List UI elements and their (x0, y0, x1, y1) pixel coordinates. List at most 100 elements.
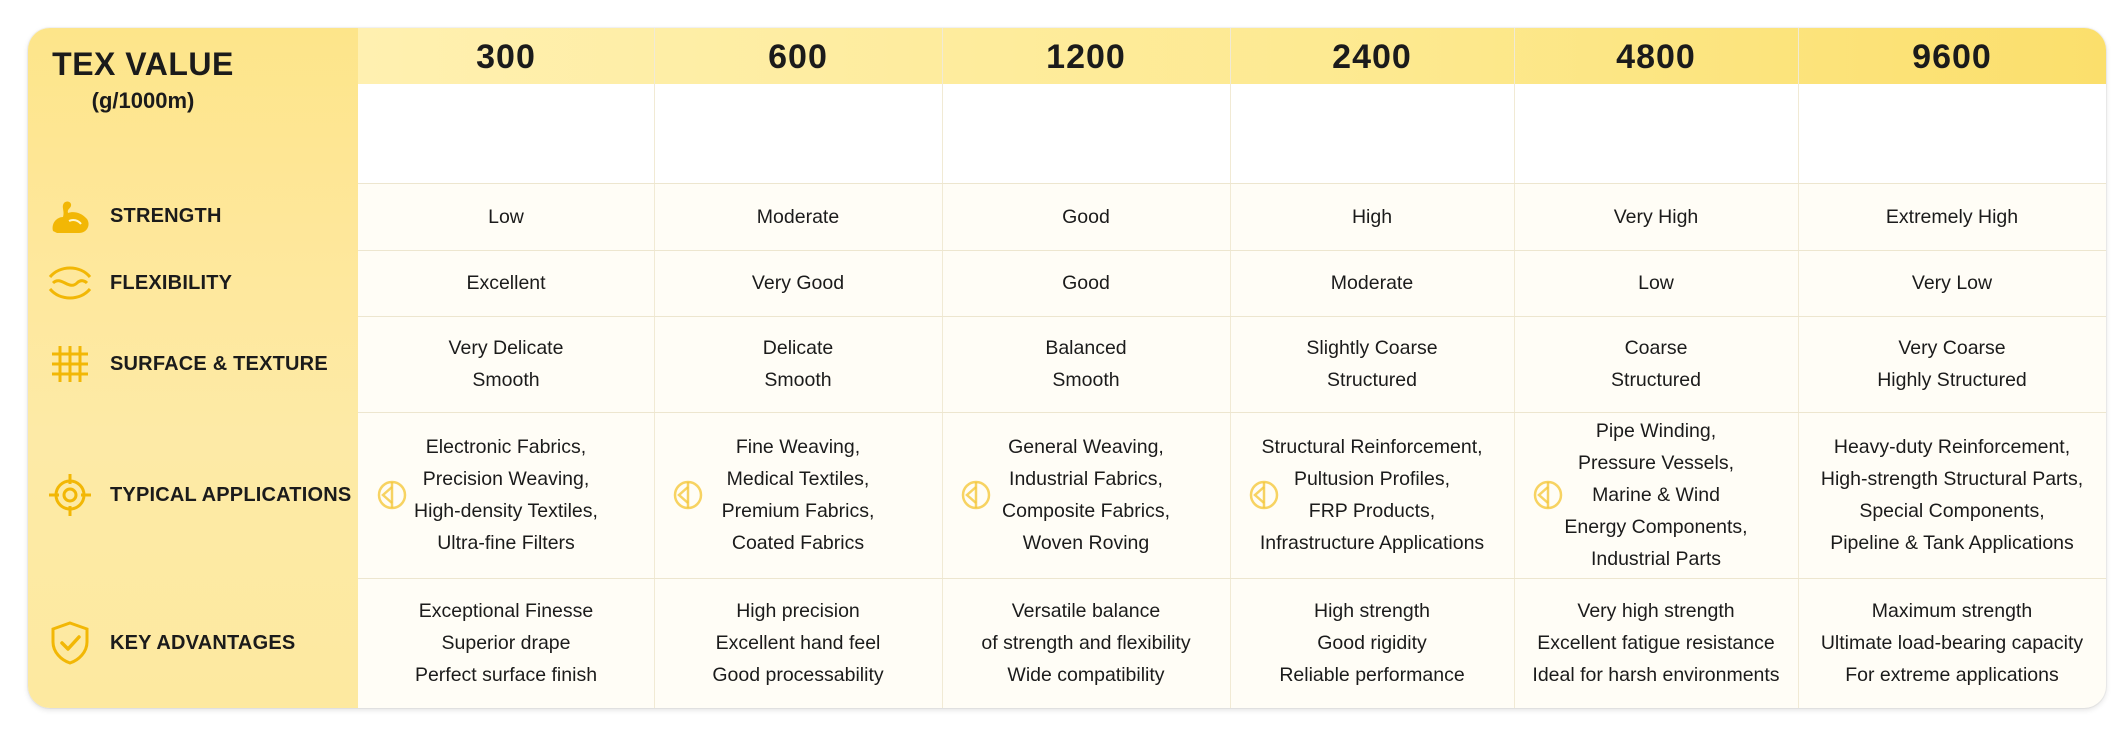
cell-text-line: High-density Textiles, (414, 500, 598, 522)
table-cell: Exceptional Finesse Superior drape Perfect… (358, 578, 654, 708)
column-divider (654, 28, 655, 708)
cell-text-line: Perfect surface finish (414, 664, 598, 686)
table-cell: Coarse Structured (1514, 316, 1798, 412)
cell-text-line: Excellent hand feel (715, 632, 881, 654)
cell-text-line: Good (1062, 272, 1110, 294)
cell-text-line: Extremely High (1885, 205, 2019, 228)
cell-text-line: High (1351, 205, 1393, 228)
cell-text-line: Very High (1613, 205, 1699, 228)
column-divider (1514, 28, 1515, 708)
tex-column-header: 2400 (1332, 38, 1412, 76)
table-cell: High precision Excellent hand feel Good pr… (654, 578, 942, 708)
cell-text-line: Balanced (1045, 337, 1127, 359)
cell-text-line: Reliable performance (1279, 664, 1465, 686)
cell-text-line: Superior drape (441, 632, 571, 654)
cell-text-line: Low (488, 205, 524, 228)
cell-text-line: High precision (736, 600, 860, 622)
row-divider (358, 412, 2106, 413)
cell-text-line: Precision Weaving, (422, 468, 590, 490)
cell-text-line: Marine & Wind (1592, 484, 1720, 506)
table-cell: Slightly Coarse Structured (1230, 316, 1514, 412)
application-target-icon (374, 477, 410, 513)
column-divider (942, 28, 943, 708)
table-cell: Very Low (1798, 250, 2106, 316)
cell-text-line: Ultra-fine Filters (437, 532, 575, 554)
table-cell: Very Coarse Highly Structured (1798, 316, 2106, 412)
application-target-icon (958, 477, 994, 513)
cell-text-line: Delicate (762, 337, 834, 359)
cell-text-line: Smooth (764, 369, 832, 391)
table-cell: Good (942, 250, 1230, 316)
column-divider (1798, 28, 1799, 708)
cell-text-line: Ultimate load-bearing capacity (1820, 632, 2084, 654)
row-label-column (28, 28, 358, 708)
tex-value-title: TEX VALUE (52, 46, 234, 82)
tex-value-unit: (g/1000m) (91, 88, 195, 113)
cell-text-line: Maximum strength (1871, 600, 2033, 622)
cell-text-line: Energy Components, (1564, 516, 1748, 538)
table-cell: High (1230, 183, 1514, 250)
cell-text-line: Premium Fabrics, (721, 500, 875, 522)
row-label-text: SURFACE & TEXTURE (110, 352, 328, 375)
row-divider (358, 250, 2106, 251)
tex-comparison-table: TEX VALUE (g/1000m) 300 600 1200 2400 4800 96… (28, 28, 2106, 708)
cell-text-line: Smooth (1052, 369, 1120, 391)
cell-text-line: Electronic Fabrics, (425, 436, 587, 458)
table-cell: Electronic Fabrics, Precision Weaving, Hig… (358, 412, 654, 578)
shield-check-icon (42, 615, 98, 671)
cell-text-line: High strength (1314, 600, 1430, 622)
table-cell: Excellent (358, 250, 654, 316)
cell-text-line: of strength and flexibility (981, 632, 1191, 654)
tex-column-header: 9600 (1912, 38, 1992, 76)
flex-waves-icon (42, 255, 98, 311)
tex-header-band (358, 28, 2106, 84)
cell-text-line: Heavy-duty Reinforcement, (1833, 436, 2071, 458)
application-target-icon (670, 477, 706, 513)
cell-text-line: Excellent fatigue resistance (1537, 632, 1775, 654)
cell-text-line: Industrial Fabrics, (1009, 468, 1163, 490)
cell-text-line: Versatile balance (1011, 600, 1161, 622)
cell-text-line: Good rigidity (1317, 632, 1427, 654)
cell-text-line: Very high strength (1577, 600, 1735, 622)
row-label: FLEXIBILITY (28, 250, 358, 316)
cell-text-line: Moderate (1330, 272, 1414, 294)
cell-text-line: Pressure Vessels, (1577, 452, 1735, 474)
table-cell: Maximum strength Ultimate load-bearing ca… (1798, 578, 2106, 708)
table-cell: Extremely High (1798, 183, 2106, 250)
header-spacer (358, 84, 2106, 183)
table-cell: Structural Reinforcement, Pultusion Profi… (1230, 412, 1514, 578)
cell-text-line: Slightly Coarse (1306, 337, 1438, 359)
row-divider (358, 578, 2106, 579)
cell-text-line: Pultusion Profiles, (1293, 468, 1451, 490)
cell-text-line: Smooth (472, 369, 540, 391)
cell-text-line: Special Components, (1859, 500, 2045, 522)
cell-text-line: Very Good (751, 272, 845, 294)
cell-text-line: Infrastructure Applications (1259, 532, 1485, 554)
cell-text-line: Highly Structured (1877, 369, 2027, 391)
table-cell: Moderate (654, 183, 942, 250)
table-cell: Low (1514, 250, 1798, 316)
row-label-text: TYPICAL APPLICATIONS (110, 483, 352, 506)
table-cell: Fine Weaving, Medical Textiles, Premium Fa… (654, 412, 942, 578)
table-cell: Good (942, 183, 1230, 250)
cell-text-line: Very Delicate (448, 337, 564, 359)
flexed-arm-icon (42, 189, 98, 245)
row-label: KEY ADVANTAGES (28, 578, 358, 708)
cell-text-line: Fine Weaving, (735, 436, 861, 458)
cell-text-line: Pipeline & Tank Applications (1830, 532, 2074, 554)
cell-text-line: FRP Products, (1308, 500, 1436, 522)
table-cell: General Weaving, Industrial Fabrics, Compo… (942, 412, 1230, 578)
table-cell: Low (358, 183, 654, 250)
table-cell: Pipe Winding, Pressure Vessels, Marine & W… (1514, 412, 1798, 578)
cell-text-line: Exceptional Finesse (418, 600, 594, 622)
row-label-text: FLEXIBILITY (110, 271, 233, 294)
cell-text-line: Composite Fabrics, (1002, 500, 1170, 522)
tex-column-header: 4800 (1616, 38, 1696, 76)
application-target-icon (1530, 477, 1566, 513)
row-label-text: STRENGTH (110, 205, 222, 227)
table-cell: Versatile balance of strength and flexibi… (942, 578, 1230, 708)
table-cell: High strength Good rigidity Reliable perfo… (1230, 578, 1514, 708)
cell-text-line: Medical Textiles, (726, 468, 870, 490)
table-cell: Very High (1514, 183, 1798, 250)
cell-text-line: Structural Reinforcement, (1261, 436, 1483, 458)
